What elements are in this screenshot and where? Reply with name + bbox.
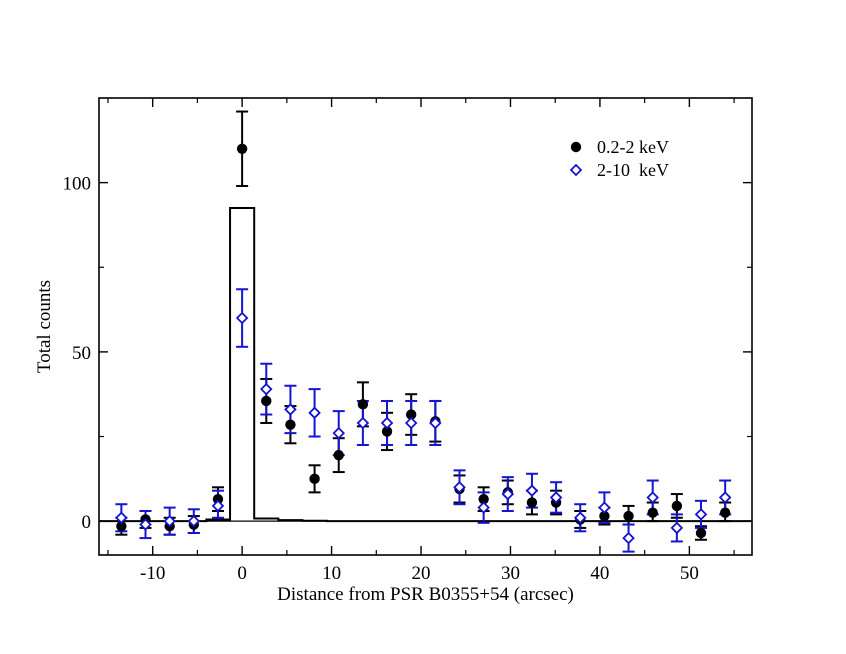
data-point-soft: [357, 399, 369, 410]
data-point-hard: [646, 491, 659, 504]
data-point-soft: [623, 510, 634, 522]
data-point-soft: [695, 527, 707, 539]
data-point-soft: [285, 419, 296, 430]
data-point-soft: [478, 493, 489, 505]
y-tick-label: 100: [63, 174, 92, 195]
data-point-hard: [332, 426, 346, 440]
data-point-hard: [284, 403, 297, 416]
data-point-soft: [526, 497, 538, 508]
data-point-hard: [670, 521, 684, 535]
data-point-hard: [501, 487, 515, 501]
data-point-soft: [381, 426, 393, 437]
data-point-hard: [525, 484, 539, 497]
data-point-hard: [573, 511, 587, 525]
data-point-hard: [308, 406, 321, 420]
data-point-hard: [453, 481, 466, 494]
x-tick-label: 10: [322, 563, 341, 584]
data-point-hard: [163, 514, 176, 528]
data-point-hard: [718, 491, 732, 504]
y-tick-label: 0: [82, 512, 92, 533]
data-point-soft: [719, 507, 731, 518]
data-markers: [115, 143, 732, 545]
data-point-hard: [549, 491, 563, 504]
x-tick-label: 30: [501, 563, 520, 584]
model-histogram: [99, 207, 752, 523]
axis-ticks: [99, 98, 752, 555]
data-point-hard: [477, 501, 490, 514]
plot-frame: [98, 97, 753, 556]
x-axis-title: Distance from PSR B0355+54 (arcsec): [277, 584, 574, 605]
data-point-soft: [405, 409, 417, 420]
data-point-soft: [261, 395, 272, 407]
legend-marker-soft: [570, 141, 582, 153]
data-point-hard: [260, 382, 273, 396]
data-point-hard: [622, 531, 635, 545]
x-tick-label: 50: [680, 563, 699, 584]
data-point-hard: [694, 508, 708, 521]
legend-marker-hard: [569, 163, 583, 177]
data-point-soft: [647, 507, 658, 518]
data-point-soft: [309, 473, 320, 485]
data-point-soft: [599, 510, 610, 522]
data-point-hard: [356, 416, 370, 430]
data-point-hard: [235, 311, 249, 325]
data-point-soft: [116, 521, 127, 532]
legend-label-hard: 2-10 keV: [597, 160, 669, 180]
y-axis-title: Total counts: [34, 280, 55, 373]
data-point-hard: [139, 518, 152, 531]
data-point-hard: [187, 514, 201, 528]
x-tick-label: 40: [590, 563, 609, 584]
y-tick-label: 50: [72, 343, 91, 364]
data-point-hard: [115, 511, 128, 525]
data-point-soft: [333, 449, 344, 461]
data-point-soft: [671, 500, 683, 512]
data-point-hard: [404, 416, 418, 430]
data-point-hard: [598, 501, 611, 514]
x-tick-label: 0: [237, 563, 247, 584]
axis-tick-labels: -10 0 10 20 30 40 50 0 50 100: [63, 174, 699, 584]
data-point-hard: [380, 416, 394, 430]
legend-label-soft: 0.2-2 keV: [597, 137, 669, 157]
data-point-soft: [236, 143, 248, 154]
data-point-soft: [212, 493, 224, 505]
x-tick-label: -10: [140, 563, 165, 584]
data-point-hard: [429, 416, 442, 430]
model-histogram-line: [99, 207, 752, 523]
x-tick-label: 20: [412, 563, 431, 584]
legend: 0.2-2 keV 2-10 keV: [569, 137, 669, 180]
data-point-hard: [211, 499, 225, 513]
